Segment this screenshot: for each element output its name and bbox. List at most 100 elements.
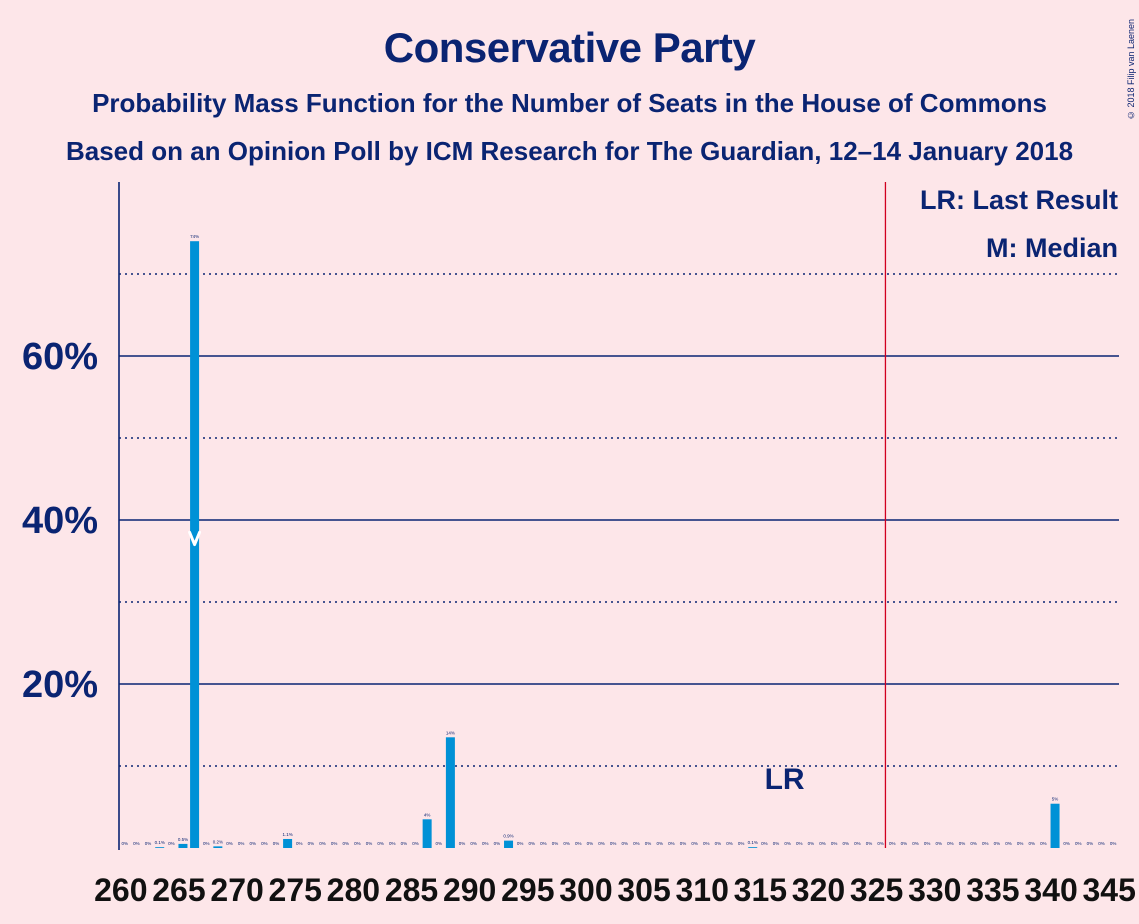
x-tick-label: 305 <box>617 872 670 908</box>
x-tick-label: 345 <box>1082 872 1135 908</box>
bar-seat-263 <box>155 847 165 848</box>
data-label: 0% <box>412 841 419 846</box>
data-label: 0% <box>273 841 280 846</box>
data-label: 0% <box>331 841 338 846</box>
data-label: 0% <box>819 841 826 846</box>
bar-seat-293 <box>504 840 514 848</box>
data-label: 1.1% <box>282 832 292 837</box>
data-label: 0% <box>296 841 303 846</box>
data-label: 0% <box>401 841 408 846</box>
data-label: 0.5% <box>178 837 188 842</box>
data-label: 0.1% <box>748 840 758 845</box>
data-label: 0% <box>784 841 791 846</box>
legend-last-result: LR: Last Result <box>920 185 1118 215</box>
data-label: 0% <box>459 841 466 846</box>
x-tick-label: 265 <box>152 872 205 908</box>
x-tick-label: 300 <box>559 872 612 908</box>
x-tick-label: 280 <box>327 872 380 908</box>
data-label: 0% <box>238 841 245 846</box>
data-label: 0% <box>342 841 349 846</box>
data-label: 0% <box>796 841 803 846</box>
x-tick-label: 285 <box>385 872 438 908</box>
data-label: 0% <box>354 841 361 846</box>
data-label: 0% <box>691 841 698 846</box>
data-label: 0% <box>936 841 943 846</box>
bar-seat-340 <box>1050 803 1060 848</box>
data-label: 0% <box>587 841 594 846</box>
data-label: 0% <box>145 841 152 846</box>
data-label: 74% <box>190 234 199 239</box>
data-label: 0% <box>889 841 896 846</box>
data-label: 0% <box>226 841 233 846</box>
x-tick-label: 340 <box>1024 872 1077 908</box>
data-label: 0% <box>540 841 547 846</box>
data-label: 0% <box>470 841 477 846</box>
data-label: 0% <box>970 841 977 846</box>
data-label: 0% <box>912 841 919 846</box>
data-label: 5% <box>1052 797 1059 802</box>
data-label: 0% <box>517 841 524 846</box>
data-label: 0% <box>668 841 675 846</box>
data-label: 0% <box>598 841 605 846</box>
data-label: 0% <box>866 841 873 846</box>
bar-seat-288 <box>445 737 455 848</box>
data-label: 0% <box>319 841 326 846</box>
data-label: 0.1% <box>155 840 165 845</box>
data-label: 4% <box>424 812 431 817</box>
data-label: 0% <box>761 841 768 846</box>
data-label: 0% <box>633 841 640 846</box>
y-tick-label: 60% <box>22 336 98 378</box>
data-label: 0% <box>203 841 210 846</box>
data-label: 0% <box>1005 841 1012 846</box>
x-tick-label: 315 <box>734 872 787 908</box>
data-label: 0% <box>622 841 629 846</box>
y-tick-label: 20% <box>22 664 98 706</box>
chart-subtitle-poll: Based on an Opinion Poll by ICM Research… <box>65 136 1074 166</box>
data-label: 0% <box>249 841 256 846</box>
x-tick-label: 290 <box>443 872 496 908</box>
data-label: 0% <box>1017 841 1024 846</box>
bar-seat-286 <box>422 819 432 848</box>
data-label: 0% <box>715 841 722 846</box>
data-label: 0% <box>1075 841 1082 846</box>
data-label: 0% <box>563 841 570 846</box>
data-label: 0% <box>1040 841 1047 846</box>
data-label: 0% <box>703 841 710 846</box>
data-label: 14% <box>446 730 455 735</box>
data-label: 0% <box>877 841 884 846</box>
data-label: 0% <box>831 841 838 846</box>
data-label: 0% <box>575 841 582 846</box>
y-tick-label: 40% <box>22 500 98 542</box>
x-tick-label: 275 <box>269 872 322 908</box>
chart-title: Conservative Party <box>383 24 756 71</box>
x-tick-label: 325 <box>850 872 903 908</box>
x-tick-label: 295 <box>501 872 554 908</box>
x-tick-label: 310 <box>676 872 729 908</box>
x-tick-label: 270 <box>210 872 263 908</box>
bar-seat-265 <box>178 843 188 848</box>
data-label: 0% <box>656 841 663 846</box>
data-label: 0% <box>808 841 815 846</box>
data-label: 0% <box>122 841 129 846</box>
data-label: 0.9% <box>503 834 513 839</box>
data-label: 0% <box>1098 841 1105 846</box>
data-label: 0% <box>482 841 489 846</box>
data-label: 0% <box>366 841 373 846</box>
bar-seat-314 <box>748 847 758 848</box>
data-label: 0% <box>168 841 175 846</box>
bar-seat-268 <box>213 846 223 848</box>
x-tick-label: 335 <box>966 872 1019 908</box>
data-label: 0% <box>261 841 268 846</box>
data-label: 0% <box>738 841 745 846</box>
data-label: 0% <box>494 841 501 846</box>
last-result-marker: LR <box>765 763 805 796</box>
bar-seat-274 <box>283 838 293 848</box>
data-label: 0% <box>377 841 384 846</box>
data-label: 0% <box>436 841 443 846</box>
x-tick-label: 260 <box>94 872 147 908</box>
data-label: 0% <box>552 841 559 846</box>
data-label: 0% <box>959 841 966 846</box>
data-label: 0% <box>133 841 140 846</box>
data-label: 0% <box>1029 841 1036 846</box>
